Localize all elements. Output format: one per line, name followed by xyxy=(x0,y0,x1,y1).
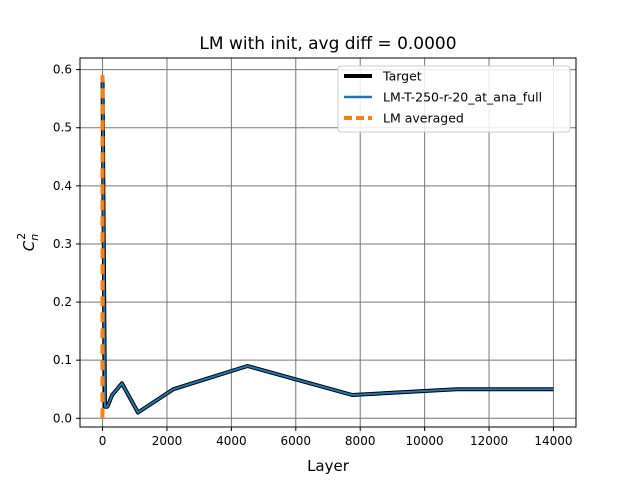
y-tick-label: 0.5 xyxy=(53,121,72,135)
y-axis-label: Cn2 xyxy=(15,233,41,251)
y-tick-label: 0.6 xyxy=(53,63,72,77)
legend-label-1: Target xyxy=(382,69,422,84)
x-tick-label: 0 xyxy=(99,434,107,448)
y-axis-label-sub: n xyxy=(28,234,41,241)
x-tick-label: 14000 xyxy=(534,434,572,448)
legend: Target LM-T-250-r-20_at_ana_full LM averag… xyxy=(337,65,571,133)
y-tick-label: 0.0 xyxy=(53,411,72,425)
plot-frame xyxy=(79,57,577,428)
y-tick-label: 0.1 xyxy=(53,353,72,367)
chart-title: LM with init, avg diff = 0.0000 xyxy=(199,34,456,54)
series-layer xyxy=(100,75,554,419)
legend-box xyxy=(337,65,571,133)
x-tick-label: 8000 xyxy=(345,434,376,448)
legend-label-2: LM-T-250-r-20_at_ana_full xyxy=(383,90,542,105)
x-tick-label: 6000 xyxy=(281,434,312,448)
x-tick-label: 2000 xyxy=(152,434,183,448)
y-axis-label-base: C xyxy=(20,240,38,251)
x-axis-label: Layer xyxy=(307,457,350,475)
y-axis-label-sup: 2 xyxy=(15,233,28,240)
x-tick-label: 4000 xyxy=(216,434,247,448)
y-tick-label: 0.4 xyxy=(53,179,72,193)
x-tick-label: 12000 xyxy=(470,434,508,448)
legend-label-3: LM averaged xyxy=(383,111,464,126)
series-line-2 xyxy=(101,75,554,414)
y-tick-label: 0.3 xyxy=(53,237,72,251)
ticks: 0 2000 4000 6000 8000 10000 12000 14000 0.0 0.1 0.… xyxy=(53,63,573,448)
x-tick-label: 10000 xyxy=(406,434,444,448)
y-tick-label: 0.2 xyxy=(53,295,72,309)
